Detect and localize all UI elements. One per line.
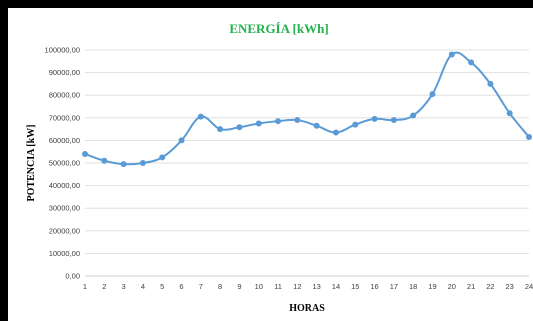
series-line [84, 51, 530, 166]
x-tick-label: 6 [179, 282, 183, 291]
data-point [487, 80, 494, 87]
x-tick-label: 21 [467, 282, 475, 291]
grid-lines [85, 49, 529, 277]
x-tick-label: 15 [351, 282, 359, 291]
y-tick-label: 50000,00 [49, 159, 80, 168]
data-point [236, 124, 243, 131]
data-point [410, 112, 417, 119]
y-axis-ticks: 0,00 10000,00 20000,00 30000,00 40000,00 5000… [45, 46, 80, 281]
x-axis-ticks: 1 2 3 4 5 6 7 8 9 10 11 12 13 14 15 16 17 18 19 20 21 22 23 24 [83, 282, 533, 291]
x-tick-label: 1 [83, 282, 87, 291]
x-tick-label: 5 [160, 282, 164, 291]
y-tick-label: 30000,00 [49, 204, 80, 213]
x-tick-label: 10 [255, 282, 263, 291]
data-point [139, 160, 146, 166]
y-tick-label: 90000,00 [49, 68, 80, 77]
x-tick-label: 24 [525, 282, 533, 291]
y-tick-label: 70000,00 [49, 113, 80, 122]
data-point [526, 134, 532, 141]
data-point [468, 59, 475, 66]
data-point [159, 154, 166, 161]
data-point [313, 122, 320, 129]
data-point [120, 161, 127, 168]
x-tick-label: 8 [218, 282, 222, 291]
x-tick-label: 19 [428, 282, 436, 291]
x-tick-label: 18 [409, 282, 417, 291]
y-tick-label: 10000,00 [49, 249, 80, 258]
x-tick-label: 23 [506, 282, 514, 291]
x-tick-label: 9 [237, 282, 241, 291]
x-tick-label: 22 [486, 282, 494, 291]
x-tick-label: 17 [390, 282, 398, 291]
chart-title: ENERGÍA [kWh] [229, 21, 328, 36]
x-tick-label: 3 [122, 282, 126, 291]
data-point [82, 150, 88, 157]
x-tick-label: 16 [370, 282, 378, 291]
x-tick-label: 11 [274, 282, 282, 291]
x-tick-label: 7 [199, 282, 203, 291]
data-point [217, 126, 224, 133]
x-tick-label: 13 [312, 282, 320, 291]
y-tick-label: 0,00 [65, 272, 80, 281]
y-tick-label: 40000,00 [49, 181, 80, 190]
data-point [352, 121, 359, 128]
y-axis-label: POTENCIA [kW] [26, 125, 37, 202]
x-tick-label: 2 [102, 282, 106, 291]
data-point [390, 117, 397, 124]
data-point [506, 110, 513, 117]
y-tick-label: 100000,00 [45, 46, 80, 55]
data-point [429, 91, 436, 98]
y-tick-label: 80000,00 [49, 91, 80, 100]
x-tick-label: 12 [293, 282, 301, 291]
data-point [448, 51, 455, 58]
data-point [178, 137, 185, 144]
data-point [371, 115, 378, 122]
data-point [101, 157, 108, 164]
data-point [255, 120, 262, 127]
data-point [197, 113, 204, 120]
y-tick-label: 20000,00 [49, 226, 80, 235]
x-tick-label: 4 [141, 282, 145, 291]
data-point [275, 118, 282, 125]
x-tick-label: 20 [448, 282, 456, 291]
x-axis-label: HORAS [289, 303, 325, 314]
data-points [82, 51, 532, 168]
data-point [332, 129, 339, 136]
data-point [294, 117, 301, 124]
y-tick-label: 60000,00 [49, 136, 80, 145]
x-tick-label: 14 [332, 282, 340, 291]
